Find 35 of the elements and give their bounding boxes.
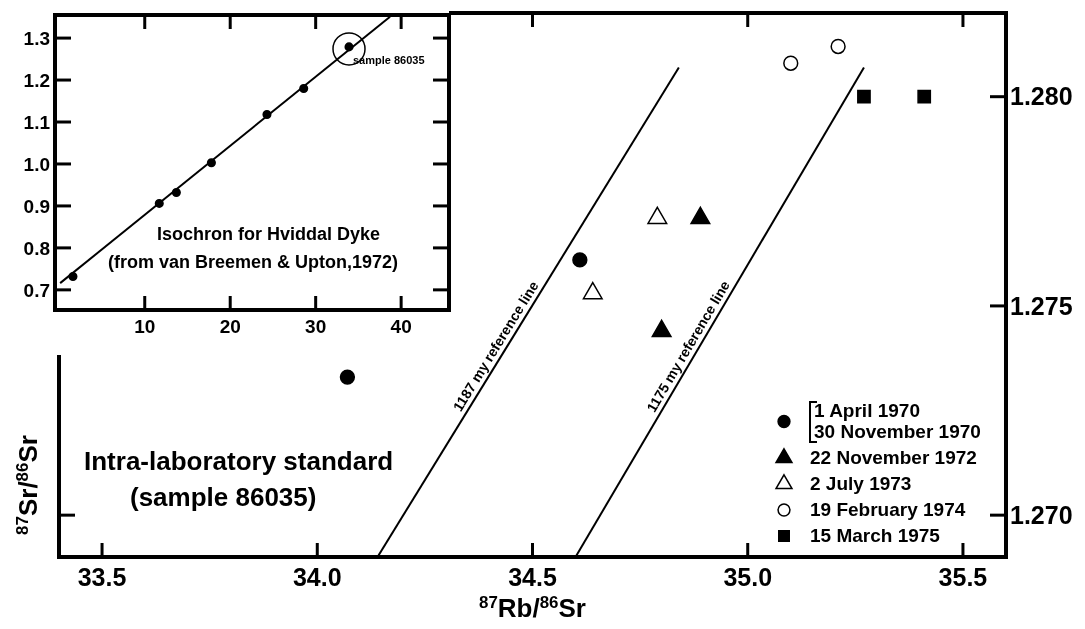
x-tick-label: 10 (134, 316, 156, 337)
legend-label: 19 February 1974 (810, 499, 966, 520)
x-tick-label: 20 (219, 316, 241, 337)
y-tick-label: 0.8 (23, 237, 50, 259)
y-tick-label: 1.1 (23, 111, 51, 133)
legend-label: 22 November 1972 (810, 447, 977, 468)
point (206, 158, 216, 168)
x-tick-label: 33.5 (77, 563, 127, 591)
y-tick-label: 1.270 (1010, 500, 1073, 529)
y-tick-label: 0.7 (23, 279, 50, 301)
legend-label: 1 April 1970 30 November 1970 (814, 400, 981, 442)
y-tick-label: 1.280 (1010, 82, 1073, 111)
point (68, 271, 78, 281)
x-tick-label: 34.5 (508, 563, 557, 591)
point (154, 198, 164, 208)
y-tick-label: 1.2 (23, 69, 50, 91)
y-tick-label: 1.0 (23, 153, 50, 175)
y-tick-label: 0.9 (23, 195, 50, 217)
y-tick-label: 1.3 (23, 27, 50, 49)
annotation: Isochron for Hviddal Dyke (157, 224, 381, 244)
x-axis-title: $^{87}$Rb/$^{86}$Sr (479, 592, 586, 623)
point (299, 83, 309, 93)
legend-label: 2 July 1973 (810, 473, 912, 494)
annotation: Intra-laboratory standard (84, 446, 394, 476)
x-tick-label: 35.0 (723, 563, 773, 591)
point (171, 187, 181, 198)
x-tick-label: 30 (305, 316, 327, 337)
legend-label: 15 March 1975 (810, 525, 941, 546)
x-tick-label: 40 (390, 316, 412, 337)
x-tick-label: 34.0 (292, 563, 342, 591)
annotation: (from van Breemen & Upton,1972) (108, 252, 399, 272)
x-tick-label: 35.5 (938, 563, 988, 591)
annotation: (sample 86035) (130, 482, 317, 512)
point (262, 109, 272, 119)
y-tick-label: 1.275 (1010, 291, 1073, 320)
